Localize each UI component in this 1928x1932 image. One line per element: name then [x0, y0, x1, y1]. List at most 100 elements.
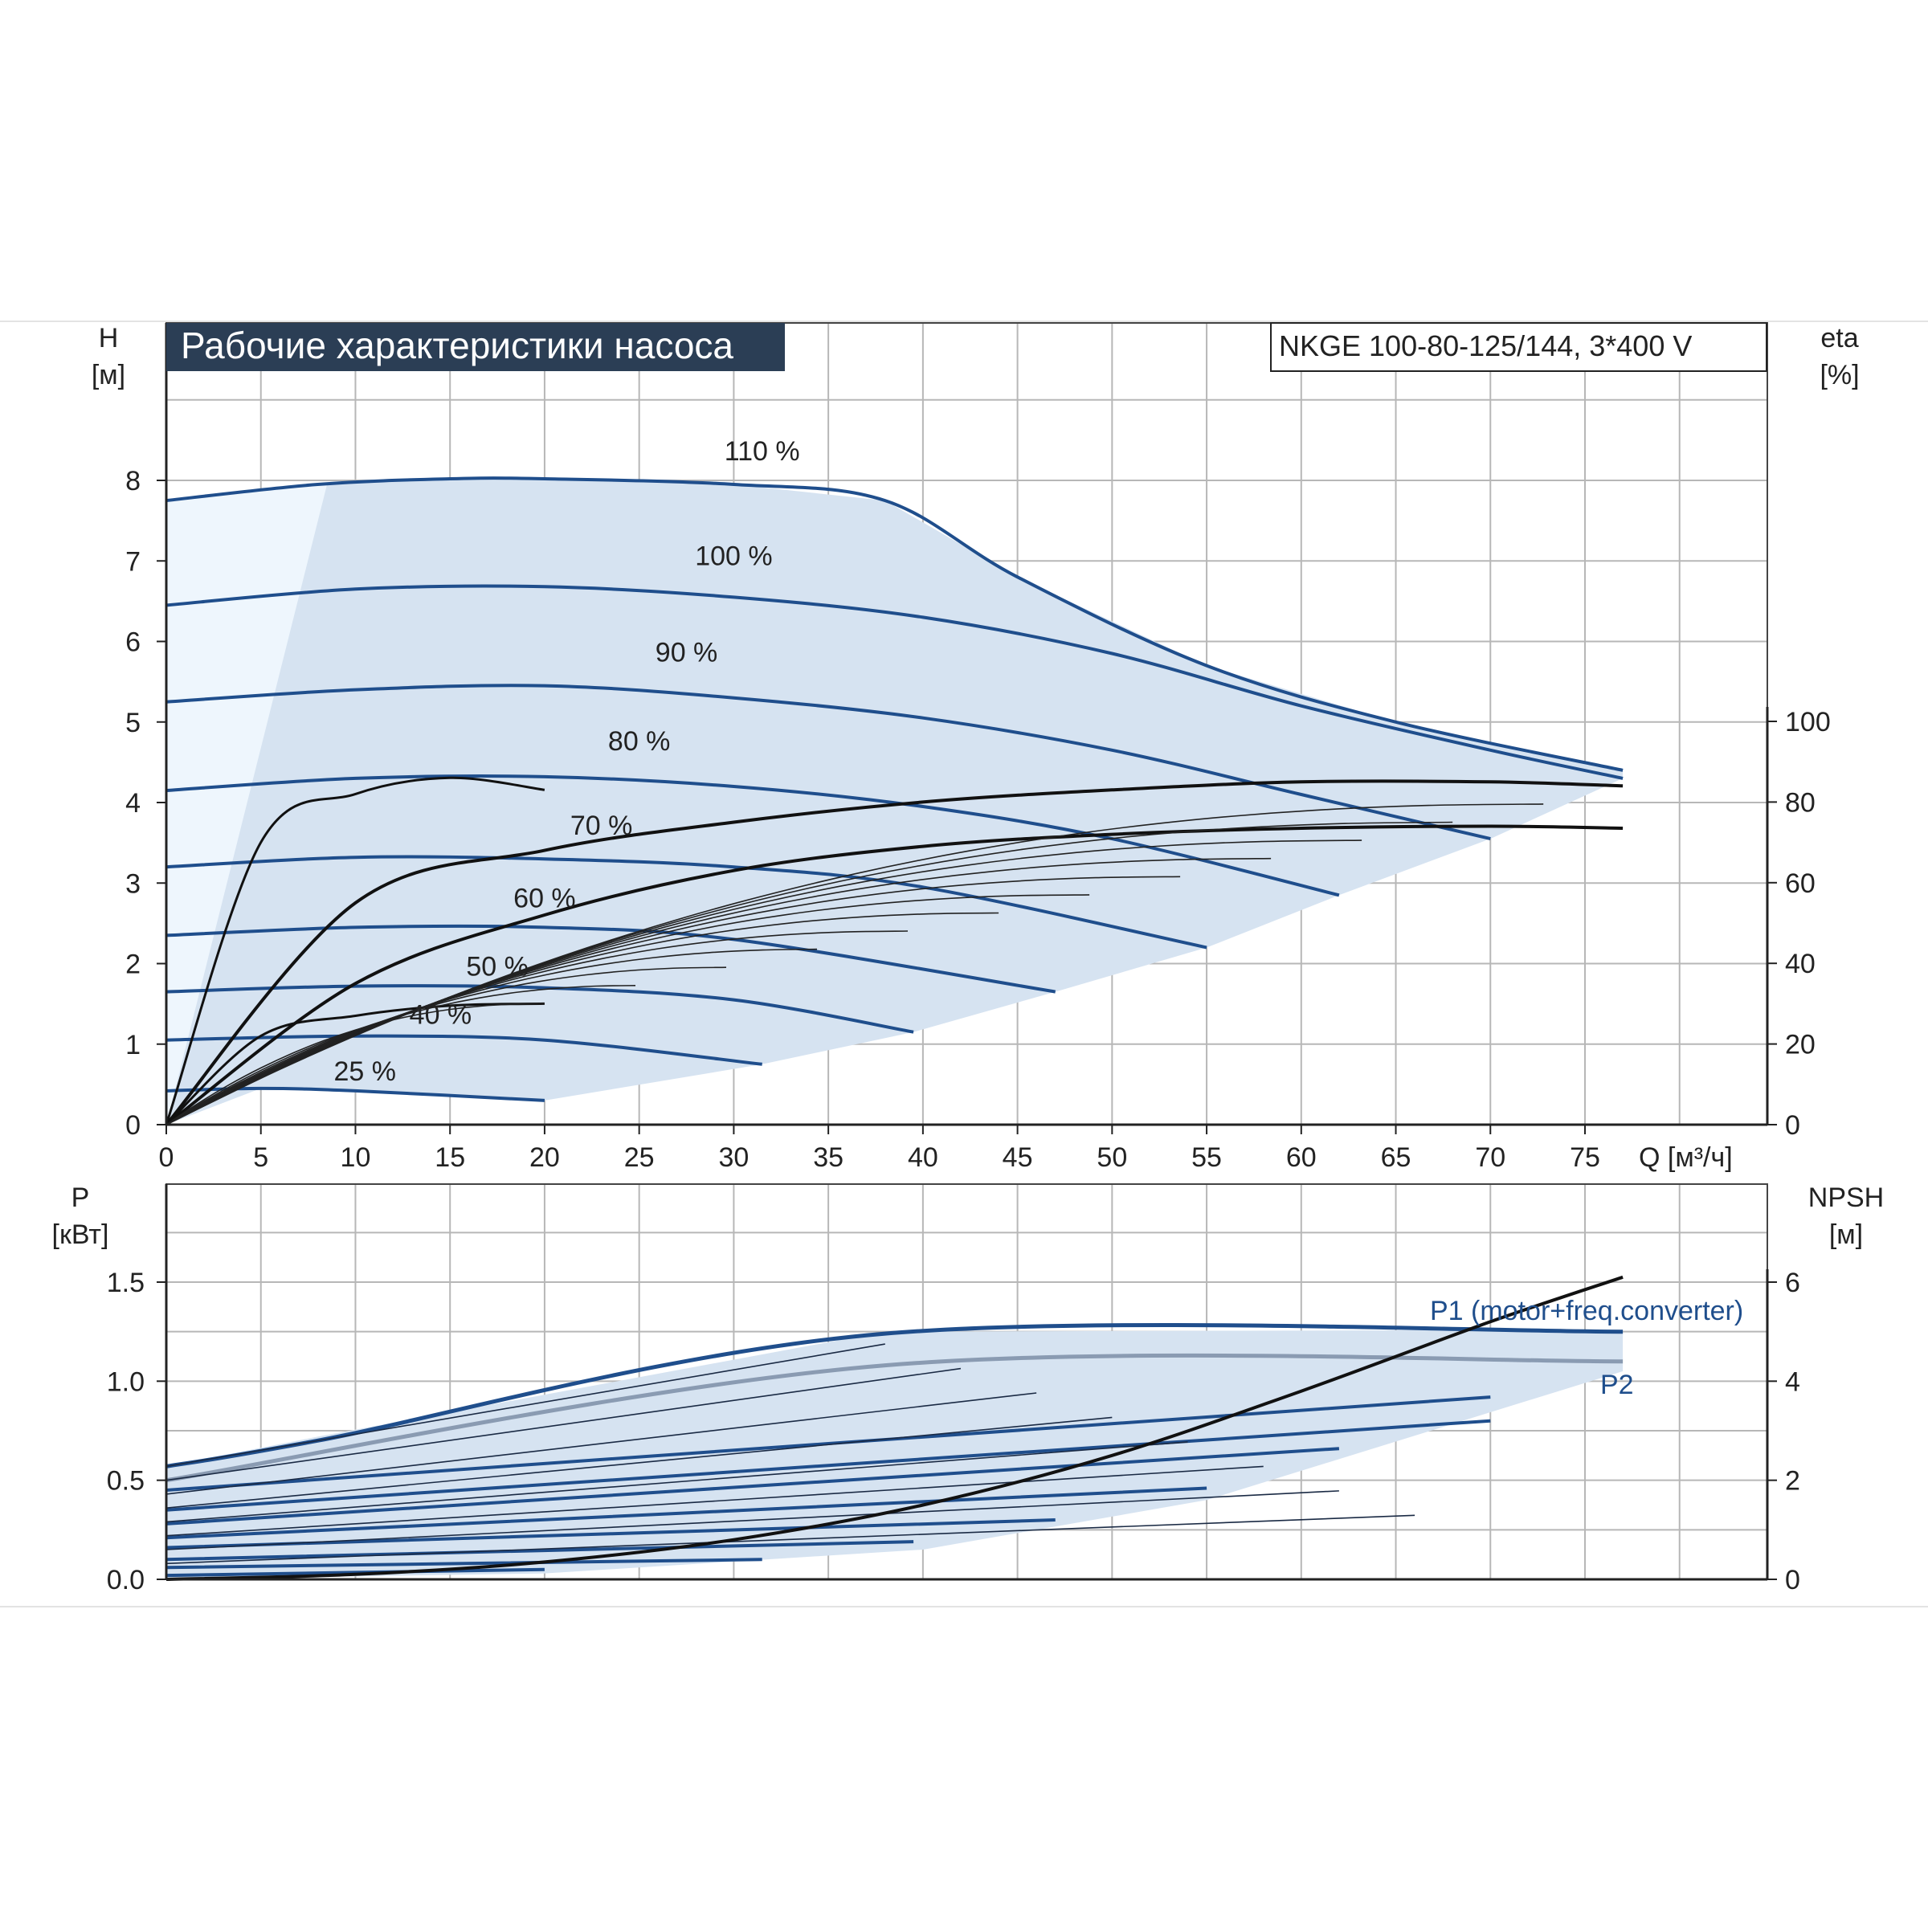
y-tick-label-h: 3: [125, 868, 141, 899]
model-box: [1270, 322, 1767, 372]
curve-label: 40 %: [410, 1000, 472, 1031]
power-curve: [165, 1486, 1207, 1540]
curve-label: 80 %: [608, 726, 671, 757]
title-box: [166, 323, 785, 371]
y-tick-label-h: 0: [125, 1110, 141, 1141]
power-thin-line: [165, 1465, 1264, 1537]
x-tick-label: 0: [159, 1142, 174, 1173]
y2-tick-label-npsh: 2: [1785, 1466, 1800, 1497]
eta-curve: [165, 1002, 545, 1126]
eta-curve: [165, 776, 545, 1125]
x-tick-label: 10: [341, 1142, 371, 1173]
qh-curve: [165, 584, 1624, 780]
power-curve: [165, 1558, 762, 1570]
y2-axis-label-npsh: NPSH: [1808, 1182, 1884, 1213]
y2-axis-unit-eta: [%]: [1820, 360, 1859, 390]
x-tick-label: 45: [1003, 1142, 1033, 1173]
y-tick-label-p: 1.0: [107, 1366, 145, 1397]
y-axis-label-h: H: [99, 323, 119, 353]
x-tick-label: 5: [253, 1142, 268, 1173]
y2-tick-label-eta: 20: [1785, 1030, 1816, 1060]
eta-fan-line: [165, 966, 727, 1125]
x-tick-label: 70: [1475, 1142, 1505, 1173]
power-curve: [165, 1447, 1340, 1526]
power-thin-line: [165, 1343, 885, 1468]
y2-tick-label-eta: 0: [1785, 1110, 1800, 1141]
x-tick-label: 20: [529, 1142, 560, 1173]
eta-fan-line: [165, 803, 1544, 1125]
curve-label: 25 %: [333, 1056, 396, 1087]
x-tick-label: 35: [813, 1142, 844, 1173]
curve-label: 110 %: [725, 436, 800, 467]
y2-tick-label-eta: 60: [1785, 868, 1816, 899]
curve-label: 60 %: [513, 883, 576, 913]
qh-curve: [165, 984, 914, 1034]
y-tick-label-h: 1: [125, 1030, 141, 1060]
power-curve: [165, 1395, 1491, 1492]
y2-tick-label-eta: 100: [1785, 707, 1831, 737]
x-tick-label: 50: [1097, 1142, 1127, 1173]
y2-axis-unit-npsh: [м]: [1829, 1219, 1863, 1250]
y-tick-label-h: 5: [125, 708, 141, 738]
y2-axis-label-eta: eta: [1820, 323, 1858, 353]
npsh-curve: [165, 1275, 1624, 1581]
qh-curve: [165, 924, 1056, 994]
eta-curve: [165, 824, 1624, 1126]
y2-tick-label-eta: 80: [1785, 787, 1816, 818]
curve-label: 50 %: [466, 952, 529, 982]
y-tick-label-h: 8: [125, 466, 141, 496]
power-thin-line: [165, 1514, 1415, 1565]
power-area: [166, 1330, 1624, 1579]
x-axis-label: Q [м³/ч]: [1639, 1142, 1733, 1173]
power-curve: [165, 1567, 545, 1578]
y-tick-label-h: 4: [125, 788, 141, 819]
qh-curve: [165, 1034, 762, 1066]
y-tick-label-p: 0.0: [107, 1565, 145, 1595]
power-thin-line: [165, 1490, 1339, 1550]
y-axis-unit-p: [кВт]: [52, 1219, 109, 1250]
y2-tick-label-eta: 40: [1785, 949, 1816, 979]
y-axis-label-p: P: [71, 1182, 90, 1213]
y-tick-label-h: 7: [125, 546, 141, 577]
qh-curve: [165, 1086, 545, 1102]
curve-label: 70 %: [570, 811, 633, 841]
y-tick-label-p: 0.5: [107, 1466, 145, 1497]
y-tick-label-p: 1.5: [107, 1268, 145, 1298]
eta-fan-line: [165, 930, 909, 1125]
legend-p1: P1 (motor+freq.converter): [1430, 1296, 1743, 1326]
chart-title: Рабочие характеристики насоса: [181, 325, 733, 366]
x-tick-label: 60: [1286, 1142, 1317, 1173]
eta-curve: [165, 779, 1624, 1126]
power-thin-line: [165, 1416, 1113, 1509]
x-tick-label: 25: [624, 1142, 655, 1173]
qh-curve: [165, 855, 1207, 950]
x-tick-label: 15: [435, 1142, 465, 1173]
y2-tick-label-npsh: 4: [1785, 1366, 1800, 1397]
eta-fan-line: [165, 912, 999, 1125]
power-thin-line: [165, 1392, 1037, 1495]
power-curve: [165, 1419, 1491, 1512]
power-curve: [165, 1540, 914, 1562]
x-tick-label: 75: [1570, 1142, 1600, 1173]
y-tick-label-h: 6: [125, 627, 141, 658]
curve-label: 100 %: [695, 541, 772, 571]
qh-curve: [165, 476, 1624, 772]
x-tick-label: 65: [1381, 1142, 1411, 1173]
power-thin-line: [165, 1441, 1188, 1523]
model-label: NKGE 100-80-125/144, 3*400 V: [1279, 329, 1692, 362]
eta-fan-line: [165, 948, 818, 1125]
legend-p2: P2: [1600, 1370, 1634, 1400]
power-curve: [165, 1353, 1624, 1483]
y2-tick-label-npsh: 0: [1785, 1565, 1800, 1595]
x-tick-label: 30: [718, 1142, 749, 1173]
x-tick-label: 40: [908, 1142, 938, 1173]
qh-curve: [165, 774, 1340, 897]
curve-label: 90 %: [656, 638, 718, 668]
qh-curve: [165, 684, 1491, 841]
x-tick-label: 55: [1191, 1142, 1222, 1173]
y2-tick-label-npsh: 6: [1785, 1268, 1800, 1298]
y-axis-unit-h: [м]: [92, 360, 125, 390]
y-tick-label-h: 2: [125, 950, 141, 980]
